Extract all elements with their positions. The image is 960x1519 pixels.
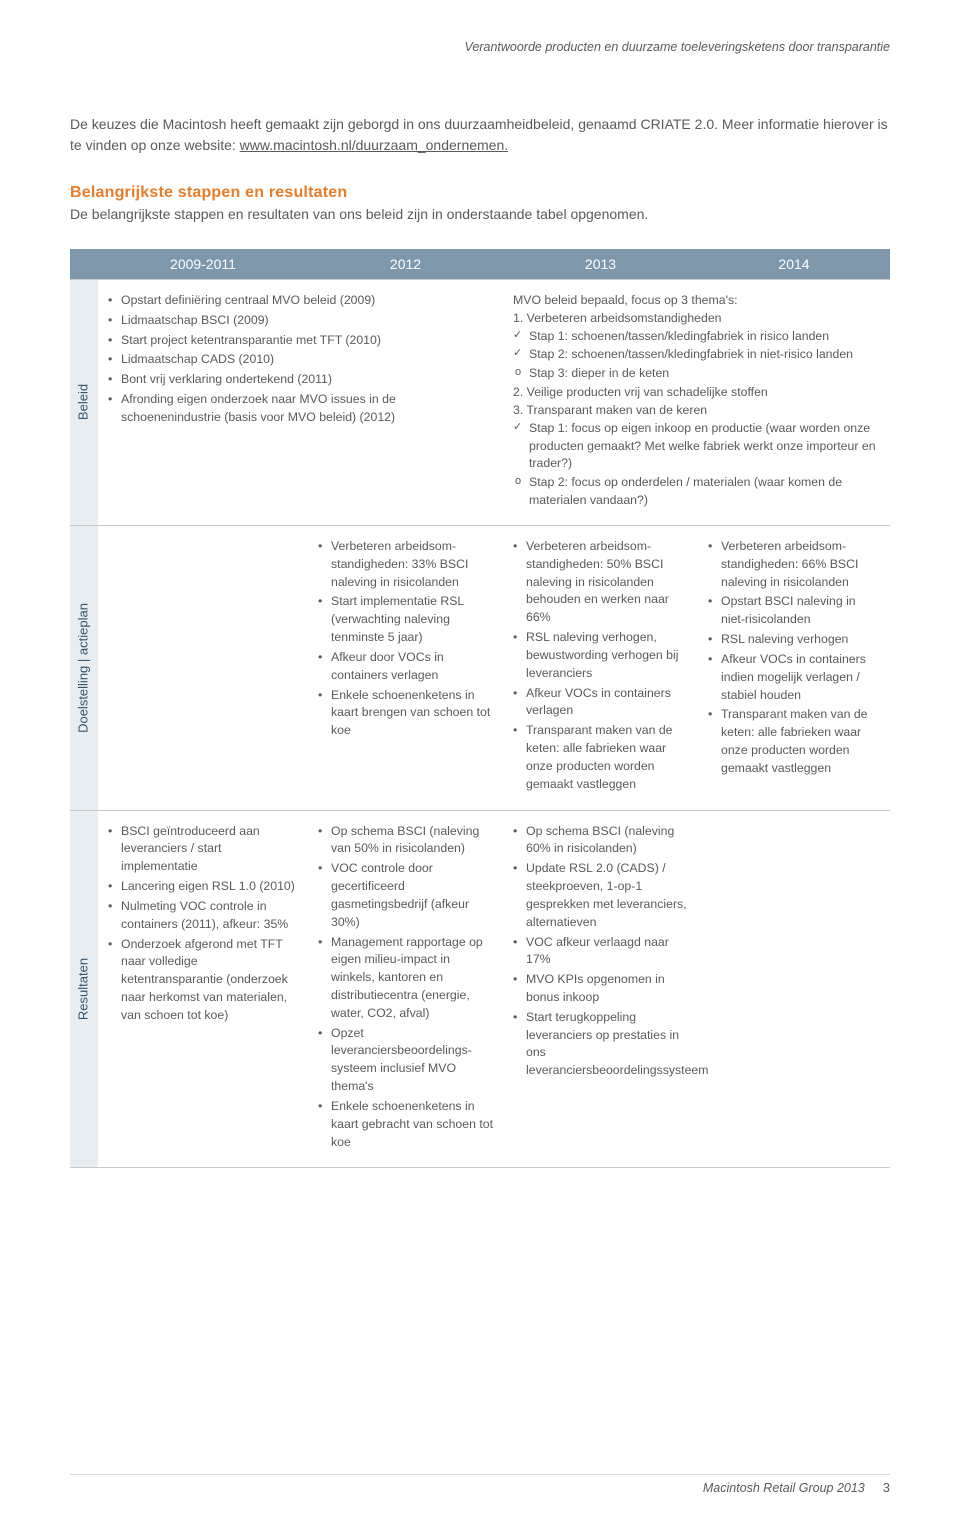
list-item: VOC afkeur verlaagd naar 17%: [513, 934, 688, 970]
list-item: Start implementatie RSL (verwachting nal…: [318, 593, 493, 646]
list-item: VOC controle door gecertificeerd gasmeti…: [318, 860, 493, 931]
list-item: RSL naleving verhogen: [708, 631, 880, 649]
beleid-right-l3: 3. Transparant maken van de keren: [513, 402, 880, 420]
timeline-table: 2009-2011 2012 2013 2014 Beleid Opstart …: [70, 249, 890, 1168]
beleid-right-l2: 2. Veilige producten vrij van schadelijk…: [513, 384, 880, 402]
list-item: Start project ketentransparantie met TFT…: [108, 332, 493, 350]
beleid-right-cell: MVO beleid bepaald, focus op 3 thema's: …: [503, 280, 890, 525]
list-item: Afronding eigen onderzoek naar MVO issue…: [108, 391, 493, 427]
list-item: Afkeur VOCs in containers indien mogelij…: [708, 651, 880, 704]
list-item: Enkele schoenenketens in kaart brengen v…: [318, 687, 493, 740]
list-item: Onderzoek afgerond met TFT naar volledig…: [108, 936, 298, 1025]
list-item: Transparant maken van de keten: alle fab…: [708, 706, 880, 777]
list-item: Lancering eigen RSL 1.0 (2010): [108, 878, 298, 896]
beleid-right-l1: 1. Verbeteren arbeidsomstandigheden: [513, 310, 880, 328]
list-item: Management rapportage op eigen milieu-im…: [318, 934, 493, 1023]
list-item: BSCI geïntroduceerd aan leveranciers / s…: [108, 823, 298, 876]
year-col-3: 2013: [503, 254, 698, 274]
list-item: Nulmeting VOC controle in containers (20…: [108, 898, 298, 934]
list-item: Start terugkoppeling leveranciers op pre…: [513, 1009, 688, 1080]
year-col-4: 2014: [698, 254, 890, 274]
beleid-left-cell: Opstart definiëring centraal MVO beleid …: [98, 280, 503, 525]
row-label-beleid: Beleid: [75, 384, 94, 420]
list-item: Op schema BSCI (naleving van 50% in risi…: [318, 823, 493, 859]
running-header: Verantwoorde producten en duurzame toele…: [70, 40, 890, 54]
list-item: Opstart BSCI naleving in niet-risicoland…: [708, 593, 880, 629]
table-header-row: 2009-2011 2012 2013 2014: [70, 249, 890, 279]
row-label-res: Resultaten: [75, 958, 94, 1020]
list-item: Lidmaatschap BSCI (2009): [108, 312, 493, 330]
list-item: MVO KPIs opgenomen in bonus inkoop: [513, 971, 688, 1007]
list-item: Enkele schoenenketens in kaart gebracht …: [318, 1098, 493, 1151]
row-label-doel: Doelstelling | actieplan: [75, 603, 94, 733]
beleid-right-l1b: Stap 2: schoenen/tassen/kledingfabriek i…: [513, 346, 880, 364]
intro-paragraph: De keuzes die Macintosh heeft gemaakt zi…: [70, 114, 890, 156]
doel-c1: [98, 526, 308, 810]
list-item: Update RSL 2.0 (CADS) / steekproeven, 1-…: [513, 860, 688, 931]
year-col-1: 2009-2011: [98, 254, 308, 274]
doel-c3: Verbeteren arbeidsom-standigheden: 50% B…: [503, 526, 698, 810]
list-item: Op schema BSCI (naleving 60% in risicola…: [513, 823, 688, 859]
beleid-right-head: MVO beleid bepaald, focus op 3 thema's:: [513, 292, 880, 310]
list-item: Transparant maken van de keten: alle fab…: [513, 722, 688, 793]
res-c2: Op schema BSCI (naleving van 50% in risi…: [308, 811, 503, 1168]
intro-link[interactable]: www.macintosh.nl/duurzaam_ondernemen.: [240, 137, 508, 153]
list-item: Opstart definiëring centraal MVO beleid …: [108, 292, 493, 310]
res-c4: [698, 811, 890, 1168]
list-item: Bont vrij verklaring ondertekend (2011): [108, 371, 493, 389]
beleid-right-l1c: Stap 3: dieper in de keten: [513, 365, 880, 383]
footer-page-number: 3: [883, 1480, 890, 1495]
section-lead: De belangrijkste stappen en resultaten v…: [70, 204, 890, 225]
beleid-right-l1a: Stap 1: schoenen/tassen/kledingfabriek i…: [513, 328, 880, 346]
footer-title: Macintosh Retail Group 2013: [703, 1481, 865, 1495]
year-col-2: 2012: [308, 254, 503, 274]
row-beleid: Beleid Opstart definiëring centraal MVO …: [70, 279, 890, 525]
doel-c2: Verbeteren arbeidsom-standigheden: 33% B…: [308, 526, 503, 810]
row-resultaten: Resultaten BSCI geïntroduceerd aan lever…: [70, 810, 890, 1169]
list-item: Verbeteren arbeidsom-standigheden: 66% B…: [708, 538, 880, 591]
list-item: RSL naleving verhogen, bewustwording ver…: [513, 629, 688, 682]
beleid-right-l3a: Stap 1: focus op eigen inkoop en product…: [513, 420, 880, 473]
section-heading: Belangrijkste stappen en resultaten: [70, 184, 890, 202]
list-item: Verbeteren arbeidsom-standigheden: 50% B…: [513, 538, 688, 627]
list-item: Lidmaatschap CADS (2010): [108, 351, 493, 369]
list-item: Afkeur VOCs in containers verlagen: [513, 685, 688, 721]
list-item: Verbeteren arbeidsom-standigheden: 33% B…: [318, 538, 493, 591]
row-doelstelling: Doelstelling | actieplan Verbeteren arbe…: [70, 525, 890, 810]
res-c3: Op schema BSCI (naleving 60% in risicola…: [503, 811, 698, 1168]
list-item: Opzet leveranciersbeoordelings-systeem i…: [318, 1025, 493, 1096]
beleid-right-l3b: Stap 2: focus op onderdelen / materialen…: [513, 474, 880, 510]
doel-c4: Verbeteren arbeidsom-standigheden: 66% B…: [698, 526, 890, 810]
list-item: Afkeur door VOCs in containers verlagen: [318, 649, 493, 685]
page-footer: Macintosh Retail Group 2013 3: [70, 1474, 890, 1495]
res-c1: BSCI geïntroduceerd aan leveranciers / s…: [98, 811, 308, 1168]
